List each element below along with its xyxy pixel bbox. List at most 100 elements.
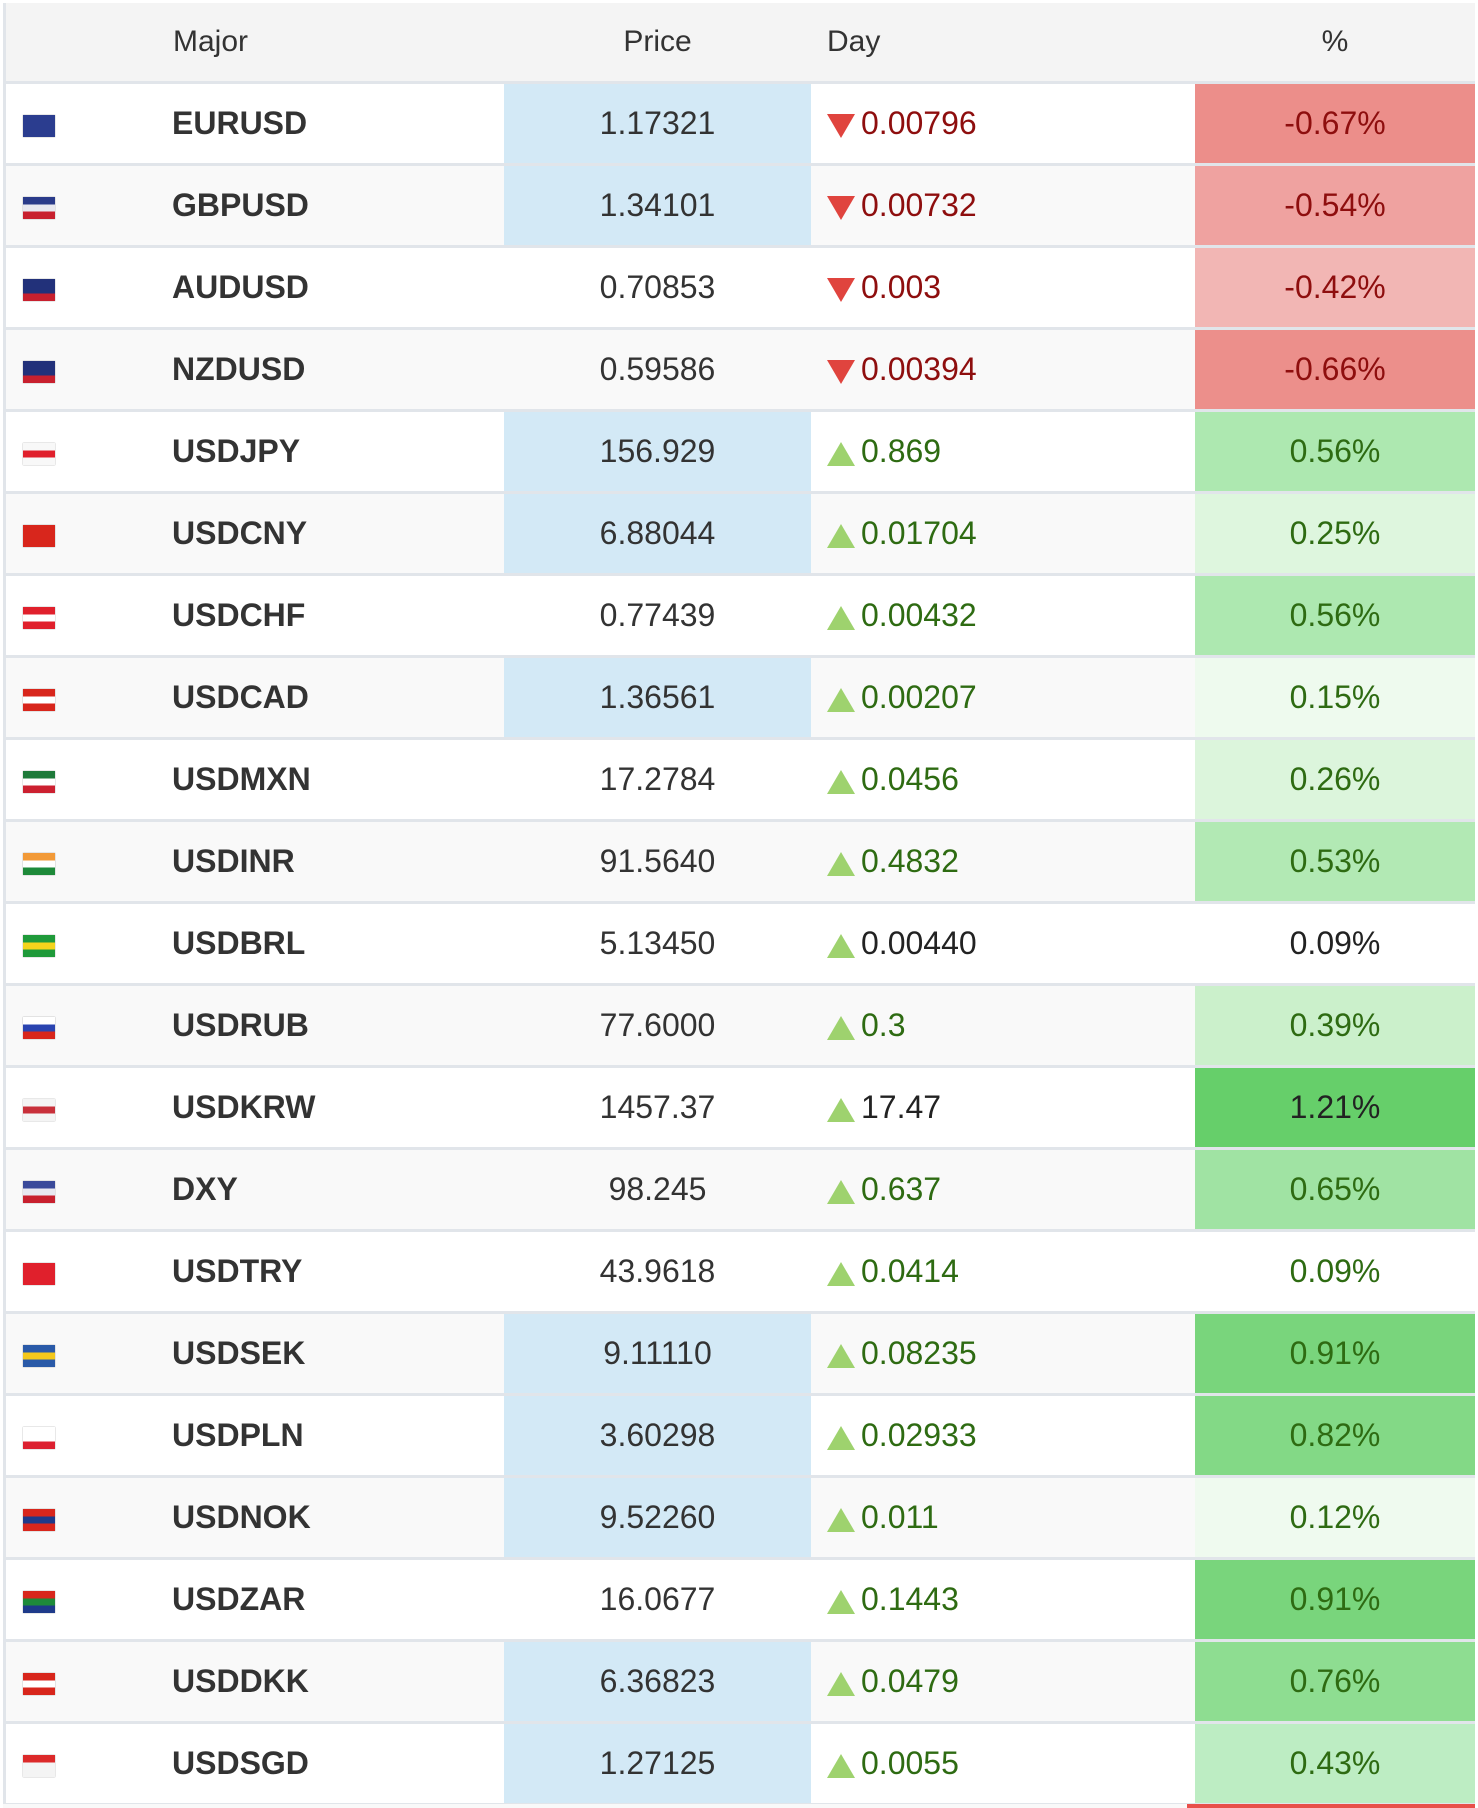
table-row[interactable]: USDNOK 9.52260 0.011 0.12% [4, 1476, 1475, 1560]
symbol[interactable]: USDNOK [172, 1476, 504, 1560]
triangle-up-icon [827, 1671, 855, 1696]
table-row[interactable]: AUDUSD 0.70853 0.003 -0.42% [4, 246, 1475, 330]
price: 6.88044 [504, 492, 811, 576]
symbol[interactable]: USDZAR [172, 1558, 504, 1642]
flag-cell [4, 492, 172, 576]
percent-change: 1.21% [1195, 1066, 1475, 1150]
table-row[interactable]: USDINR 91.5640 0.4832 0.53% [4, 820, 1475, 904]
flag-cell [4, 1640, 172, 1724]
triangle-up-icon [827, 1097, 855, 1122]
table-row[interactable]: DXY 98.245 0.637 0.65% [4, 1148, 1475, 1232]
symbol[interactable]: AUDUSD [172, 246, 504, 330]
table-row[interactable]: USDTRY 43.9618 0.0414 0.09% [4, 1230, 1475, 1314]
price: 43.9618 [504, 1230, 811, 1314]
symbol[interactable]: DXY [172, 1148, 504, 1232]
table-row[interactable]: USDBRL 5.13450 0.00440 0.09% [4, 902, 1475, 986]
header-price[interactable]: Price [504, 3, 811, 84]
day-change-cell: 0.0456 [811, 738, 1195, 822]
flag-cell [4, 738, 172, 822]
percent-change: 0.91% [1195, 1558, 1475, 1642]
symbol[interactable]: USDKRW [172, 1066, 504, 1150]
table-row[interactable]: USDRUB 77.6000 0.3 0.39% [4, 984, 1475, 1068]
symbol[interactable]: USDRUB [172, 984, 504, 1068]
flag-cell [4, 328, 172, 412]
symbol[interactable]: USDSGD [172, 1722, 504, 1806]
symbol[interactable]: USDDKK [172, 1640, 504, 1724]
table-row[interactable]: GBPUSD 1.34101 0.00732 -0.54% [4, 164, 1475, 248]
percent-change: -0.66% [1195, 328, 1475, 412]
symbol[interactable]: EURUSD [172, 82, 504, 166]
triangle-up-icon [827, 523, 855, 548]
day-change-cell: 0.00394 [811, 328, 1195, 412]
flag-icon [23, 934, 55, 957]
day-change: 0.869 [861, 433, 942, 469]
triangle-up-icon [827, 605, 855, 630]
triangle-up-icon [827, 1343, 855, 1368]
day-change-cell: 0.01704 [811, 492, 1195, 576]
table-row[interactable]: USDPLN 3.60298 0.02933 0.82% [4, 1394, 1475, 1478]
table-row[interactable]: EURUSD 1.17321 0.00796 -0.67% [4, 82, 1475, 166]
symbol[interactable]: USDSEK [172, 1312, 504, 1396]
symbol[interactable]: USDTRY [172, 1230, 504, 1314]
flag-cell [4, 1066, 172, 1150]
day-change: 0.4832 [861, 843, 959, 879]
flag-cell [4, 82, 172, 166]
flag-cell [4, 1394, 172, 1478]
percent-change: 0.56% [1195, 410, 1475, 494]
symbol[interactable]: USDPLN [172, 1394, 504, 1478]
header-major[interactable]: Major [172, 3, 504, 84]
flag-icon [23, 442, 55, 465]
table-row[interactable]: USDCNY 6.88044 0.01704 0.25% [4, 492, 1475, 576]
symbol[interactable]: NZDUSD [172, 328, 504, 412]
day-change: 0.0456 [861, 761, 959, 797]
symbol[interactable]: USDCAD [172, 656, 504, 740]
percent-change: 0.82% [1195, 1394, 1475, 1478]
triangle-up-icon [827, 1261, 855, 1286]
percent-change: 0.56% [1195, 574, 1475, 658]
table-row[interactable]: USDDKK 6.36823 0.0479 0.76% [4, 1640, 1475, 1724]
flag-icon [23, 688, 55, 711]
triangle-down-icon [827, 195, 855, 220]
triangle-up-icon [827, 687, 855, 712]
header-day[interactable]: Day [811, 3, 1195, 84]
triangle-down-icon [827, 113, 855, 138]
table-row[interactable]: USDSGD 1.27125 0.0055 0.43% [4, 1722, 1475, 1806]
price: 9.52260 [504, 1476, 811, 1560]
percent-change: 0.09% [1195, 902, 1475, 986]
table-row[interactable]: USDMXN 17.2784 0.0456 0.26% [4, 738, 1475, 822]
table-row[interactable]: USDJPY 156.929 0.869 0.56% [4, 410, 1475, 494]
symbol[interactable]: USDBRL [172, 902, 504, 986]
percent-change: 0.15% [1195, 656, 1475, 740]
symbol[interactable]: USDCNY [172, 492, 504, 576]
triangle-up-icon [827, 1425, 855, 1450]
table-row[interactable]: USDZAR 16.0677 0.1443 0.91% [4, 1558, 1475, 1642]
percent-change: 0.26% [1195, 738, 1475, 822]
percent-change: 0.53% [1195, 820, 1475, 904]
symbol[interactable]: GBPUSD [172, 164, 504, 248]
symbol[interactable]: USDCHF [172, 574, 504, 658]
flag-cell [4, 410, 172, 494]
table-row[interactable]: NZDUSD 0.59586 0.00394 -0.66% [4, 328, 1475, 412]
header-pct[interactable]: % [1195, 3, 1475, 84]
price: 1.36561 [504, 656, 811, 740]
flag-icon [23, 1590, 55, 1613]
symbol[interactable]: USDJPY [172, 410, 504, 494]
flag-cell [4, 1230, 172, 1314]
flag-icon [23, 1262, 55, 1285]
table-row[interactable]: USDKRW 1457.37 17.47 1.21% [4, 1066, 1475, 1150]
symbol[interactable]: USDINR [172, 820, 504, 904]
day-change: 0.3 [861, 1007, 906, 1043]
table-row[interactable]: USDCAD 1.36561 0.00207 0.15% [4, 656, 1475, 740]
day-change-cell: 0.02933 [811, 1394, 1195, 1478]
flag-icon [23, 1508, 55, 1531]
forex-majors-table: Major Price Day % EURUSD 1.17321 0.00796… [3, 3, 1475, 1806]
triangle-up-icon [827, 1589, 855, 1614]
symbol[interactable]: USDMXN [172, 738, 504, 822]
flag-icon [23, 360, 55, 383]
price: 16.0677 [504, 1558, 811, 1642]
header-flag [4, 3, 172, 84]
day-change: 0.00394 [861, 351, 977, 387]
table-row[interactable]: USDSEK 9.11110 0.08235 0.91% [4, 1312, 1475, 1396]
flag-icon [23, 278, 55, 301]
table-row[interactable]: USDCHF 0.77439 0.00432 0.56% [4, 574, 1475, 658]
